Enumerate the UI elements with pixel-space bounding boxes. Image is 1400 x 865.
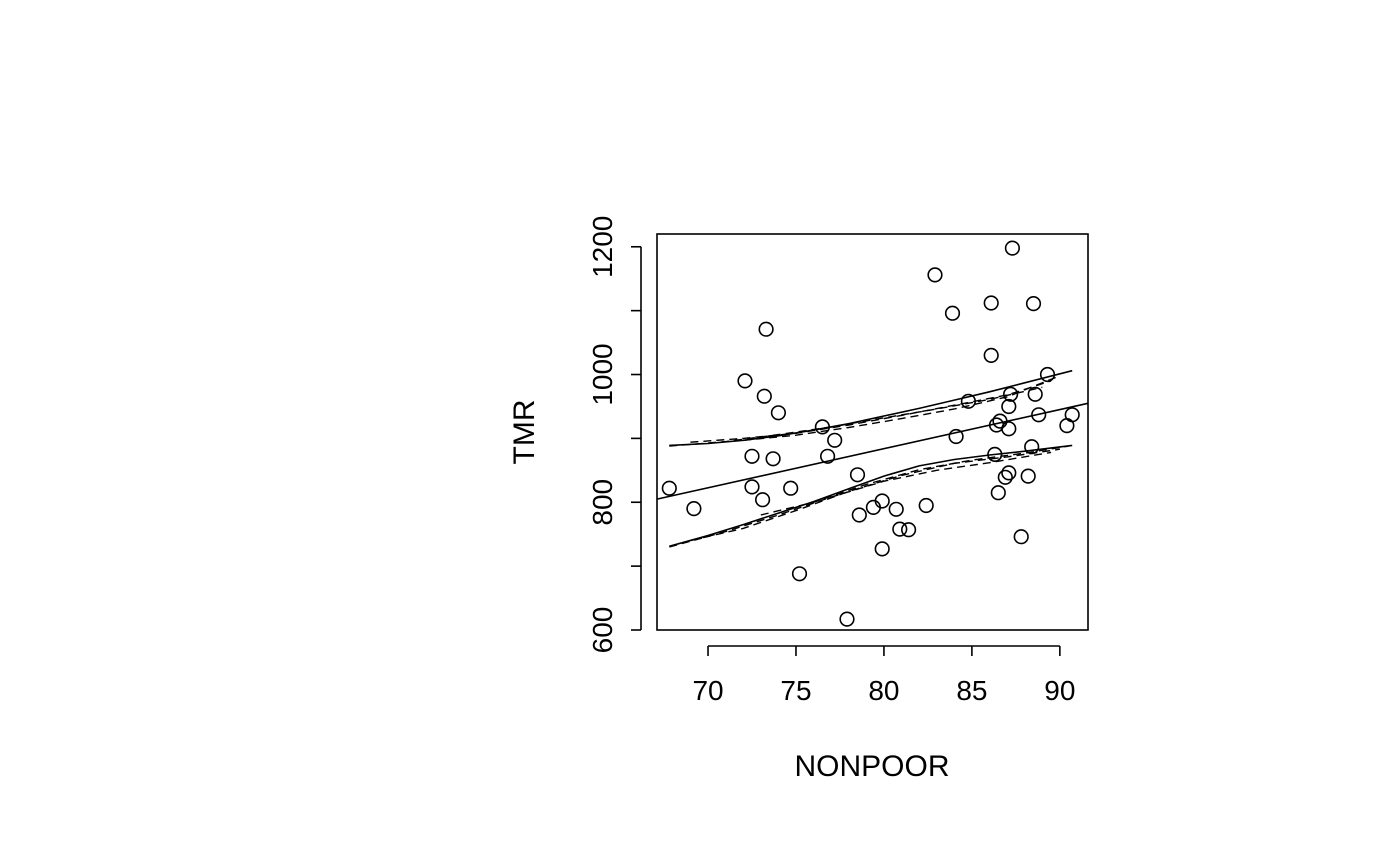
upper-band-dashed-line <box>669 386 1043 447</box>
y-tick-label: 800 <box>587 479 618 526</box>
fit-line <box>656 402 1089 500</box>
lower-band-dashed-line <box>690 448 1061 542</box>
data-point <box>744 448 760 464</box>
data-point <box>1025 296 1042 312</box>
data-point <box>874 493 890 509</box>
data-point <box>814 419 831 435</box>
data-point <box>1013 529 1029 545</box>
lower-prediction-band <box>669 444 1073 548</box>
y-tick-label: 1200 <box>587 216 618 278</box>
data-point <box>918 497 934 514</box>
x-axis-title: NONPOOR <box>794 750 949 783</box>
data-point <box>1004 240 1021 256</box>
data-point <box>1001 465 1017 481</box>
upper-prediction-band <box>669 369 1073 447</box>
data-point <box>900 522 917 538</box>
data-point <box>661 480 677 496</box>
data-point <box>992 413 1008 429</box>
upper-band-dashed-line <box>690 380 1052 443</box>
data-point <box>944 305 961 321</box>
data-point <box>874 541 890 557</box>
data-point <box>791 566 808 582</box>
data-points <box>661 240 1080 627</box>
y-tick-label: 1000 <box>587 343 618 405</box>
data-point <box>819 448 836 464</box>
x-tick-label: 80 <box>868 675 899 706</box>
data-point <box>1039 366 1056 383</box>
data-point <box>990 485 1006 501</box>
plot-frame <box>656 233 1089 631</box>
x-tick-label: 90 <box>1044 675 1075 706</box>
data-point <box>892 521 908 537</box>
data-point <box>948 428 964 445</box>
data-point <box>1002 386 1019 402</box>
data-point <box>987 446 1003 463</box>
prediction-bands <box>669 369 1073 548</box>
data-point <box>783 480 799 496</box>
x-tick-label: 75 <box>780 675 811 706</box>
data-point <box>770 405 787 421</box>
y-tick-label: 600 <box>587 607 618 654</box>
x-tick-label: 85 <box>956 675 987 706</box>
data-point <box>827 432 843 448</box>
data-point <box>737 373 753 389</box>
data-point <box>849 467 866 483</box>
regression-fit <box>656 402 1089 500</box>
data-point <box>1031 407 1047 423</box>
upper-band-dashed-line <box>743 375 1061 441</box>
y-axis: 600 800 1000 1200 <box>587 216 642 654</box>
data-point <box>1020 468 1036 484</box>
data-point <box>888 501 904 517</box>
data-point <box>1024 439 1040 455</box>
x-tick-label: 70 <box>692 675 723 706</box>
data-point <box>1001 421 1017 437</box>
y-axis-title: TMR <box>508 400 541 465</box>
data-point <box>1001 398 1017 415</box>
data-point <box>997 469 1013 485</box>
data-point <box>851 507 867 523</box>
data-point <box>756 388 772 404</box>
data-point <box>754 492 771 508</box>
x-axis: 70 75 80 85 90 <box>692 645 1075 706</box>
data-point <box>839 611 855 627</box>
lower-band-dashed-line <box>669 451 1052 548</box>
data-point <box>927 267 943 283</box>
data-point <box>744 479 760 495</box>
data-point <box>960 393 977 409</box>
data-point <box>686 501 702 517</box>
data-point <box>1064 407 1080 423</box>
data-point <box>758 321 774 337</box>
data-point <box>983 295 999 311</box>
data-point <box>1027 386 1043 402</box>
data-point <box>765 451 781 467</box>
data-point <box>983 347 999 364</box>
